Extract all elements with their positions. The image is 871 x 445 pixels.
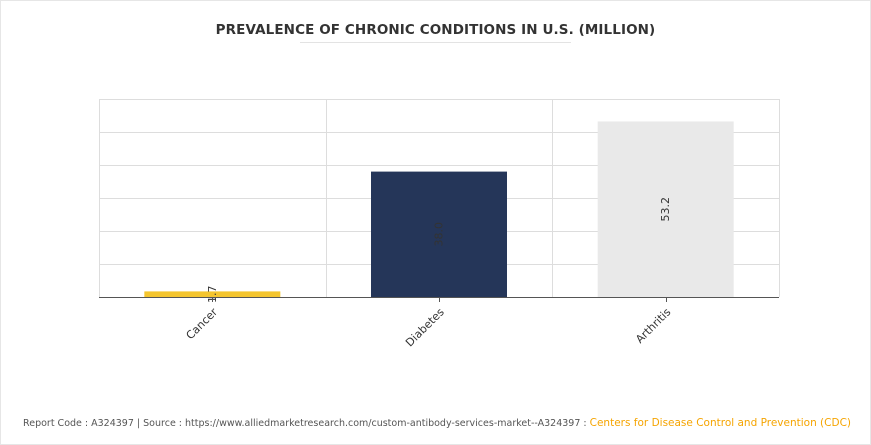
x-tick-label-arthritis: Arthritis bbox=[633, 305, 674, 346]
footer-source-name: Centers for Disease Control and Preventi… bbox=[589, 417, 851, 429]
value-label-arthritis: 53.2 bbox=[659, 197, 672, 222]
title-underline bbox=[300, 42, 571, 43]
footer-report-code: Report Code : A324397 bbox=[23, 418, 134, 429]
chart-value-labels: 1.7 38.0 53.2 bbox=[206, 197, 672, 303]
x-tick-label-cancer: Cancer bbox=[184, 305, 221, 342]
value-label-cancer: 1.7 bbox=[206, 285, 219, 303]
bar-diabetes bbox=[371, 171, 507, 297]
chart-title: PREVALENCE OF CHRONIC CONDITIONS IN U.S.… bbox=[215, 22, 656, 38]
bar-arthritis bbox=[597, 121, 734, 297]
chart-bars bbox=[144, 121, 734, 297]
footer-separator: | bbox=[136, 418, 141, 429]
value-label-diabetes: 38.0 bbox=[433, 222, 446, 247]
footer: Report Code : A324397 | Source : https:/… bbox=[0, 417, 851, 429]
x-tick-label-diabetes: Diabetes bbox=[403, 305, 447, 349]
chart-x-tick-labels: Cancer Diabetes Arthritis bbox=[184, 297, 674, 349]
bar-cancer bbox=[144, 291, 281, 297]
footer-source: Source : https://www.alliedmarketresearc… bbox=[143, 418, 587, 429]
